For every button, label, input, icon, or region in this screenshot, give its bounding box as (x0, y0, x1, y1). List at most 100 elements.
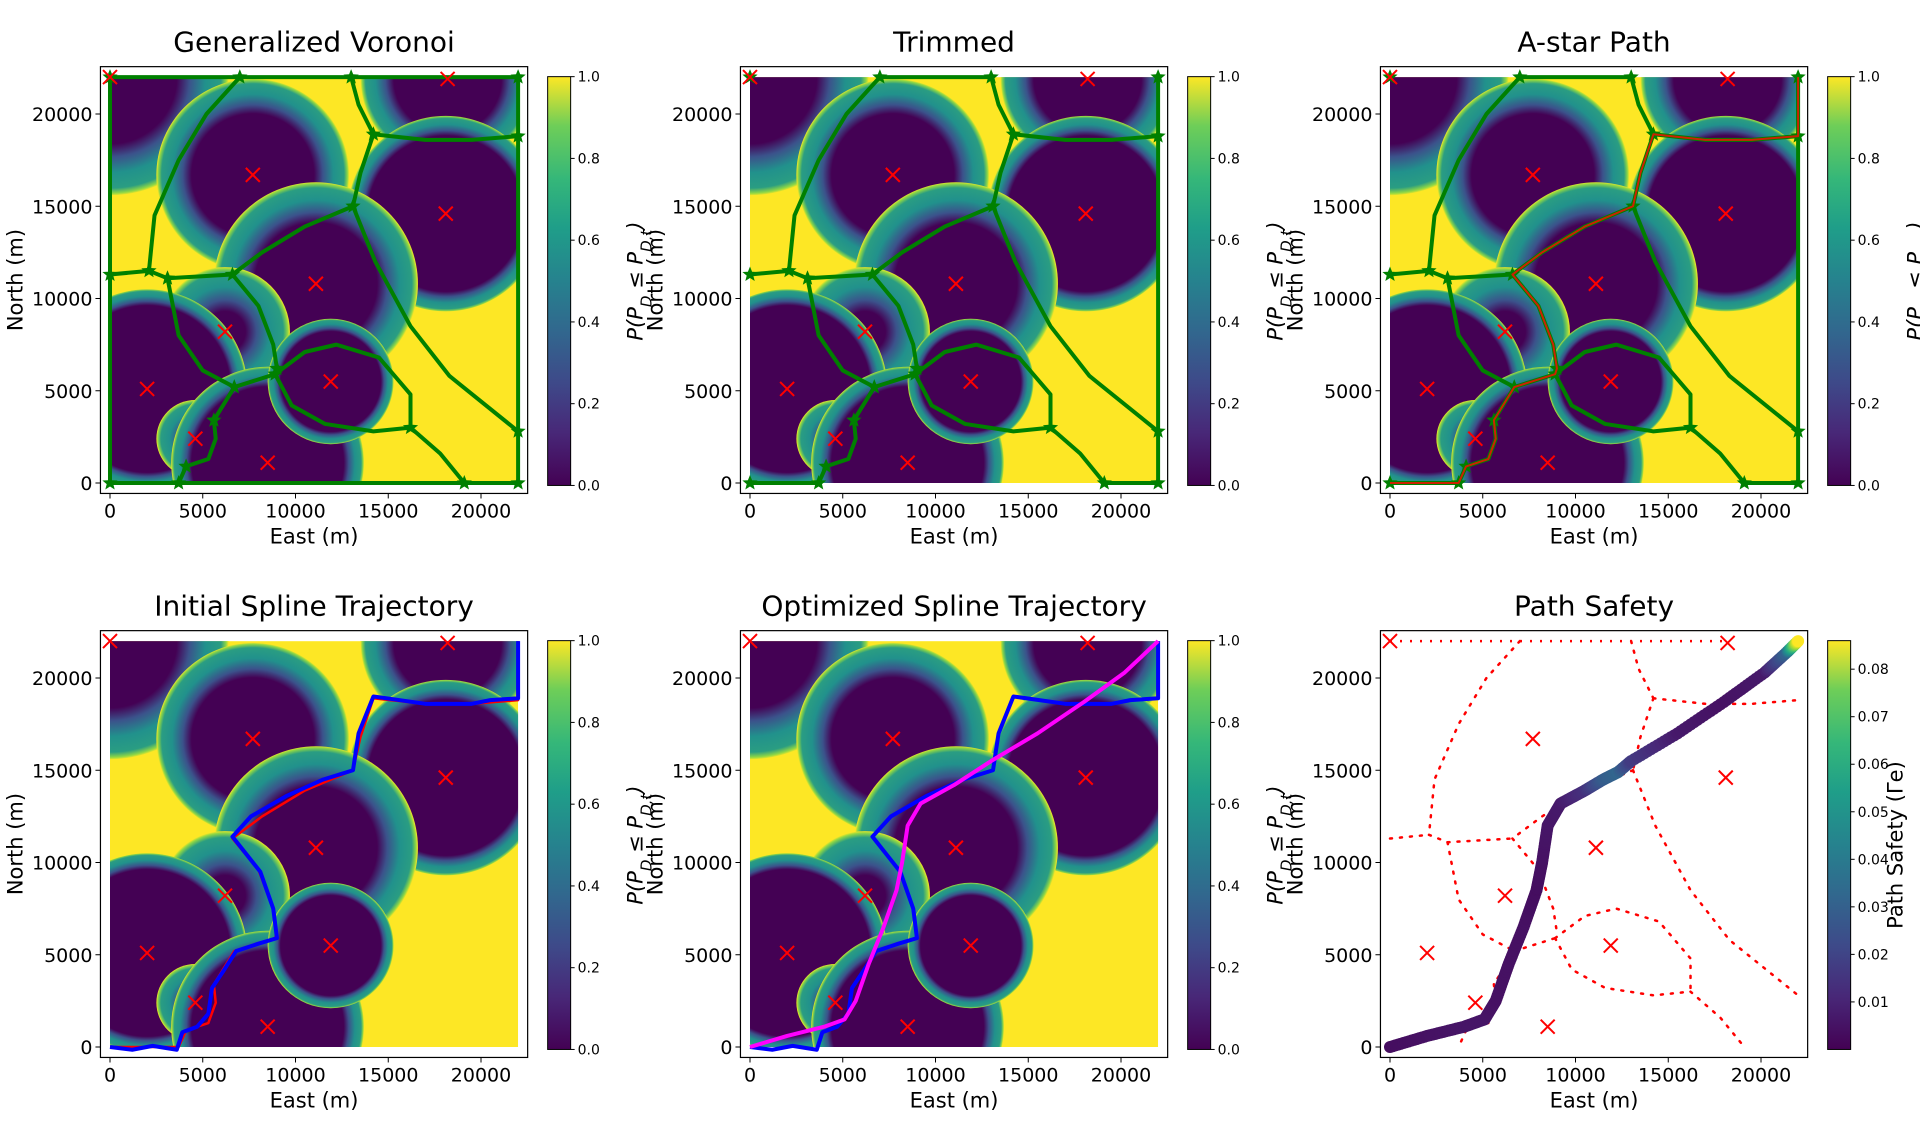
threat-marker (308, 840, 324, 856)
threat-marker (948, 840, 964, 856)
threat-marker (187, 995, 204, 1011)
colorbar-label: P(PD ≤ PD,t) (1904, 221, 1920, 340)
colorbar-tick-label: 0.6 (1858, 233, 1880, 249)
graph-edge-dotted (1553, 907, 1692, 993)
colorbar-tick-label: 0.8 (1858, 151, 1880, 167)
y-tick-label: 15000 (32, 760, 92, 782)
graph-node-star (159, 270, 176, 285)
graph-edge (1553, 342, 1693, 428)
y-tick-label: 5000 (684, 945, 732, 967)
threat-marker (1467, 995, 1484, 1011)
threat-marker (779, 381, 795, 397)
colorbar (547, 640, 572, 1050)
graph-edge (913, 342, 1053, 428)
panel-title: Path Safety (1514, 590, 1674, 623)
x-tick-label: 5000 (1459, 500, 1507, 522)
graph-edge (273, 342, 413, 428)
graph-edge (273, 373, 411, 434)
x-axis-label: East (m) (270, 524, 359, 548)
x-tick-label: 15000 (998, 1064, 1058, 1086)
graph-edge-dotted (1631, 697, 1655, 772)
x-axis-label: East (m) (270, 1088, 359, 1112)
graph-node-star (232, 69, 248, 84)
x-tick-label: 20000 (1731, 500, 1791, 522)
graph-node-star (983, 69, 999, 84)
graph-edge (870, 273, 919, 369)
threat-marker (323, 373, 339, 390)
x-tick-label: 5000 (819, 1064, 867, 1086)
colorbar-tick-label: 0.4 (578, 879, 600, 895)
threat-marker (899, 1019, 916, 1035)
graph-node-star (1150, 423, 1166, 438)
graph-edge-dotted (1553, 936, 1692, 997)
graph-node-star (102, 266, 118, 281)
graph-node-star (907, 366, 923, 381)
threat-marker (1382, 633, 1398, 649)
colorbar-tick-label: 1.0 (1218, 70, 1240, 86)
graph-edge-dotted (1629, 639, 1655, 700)
y-axis-label: North (m) (3, 229, 27, 331)
threat-marker (439, 635, 456, 651)
x-axis-label: East (m) (910, 524, 999, 548)
panel-optimized: Optimized Spline Trajectory 0 5000 10000 150… (643, 590, 1295, 1113)
graph-edge-dotted (1511, 769, 1635, 840)
colorbar-tick-label: 0.0 (1858, 478, 1880, 494)
colorbar-tick-label: 0.8 (1218, 715, 1240, 731)
y-tick-label: 10000 (672, 853, 732, 875)
safety-path (1384, 635, 1805, 1053)
threat-marker (1419, 381, 1435, 397)
threat-marker (1078, 769, 1094, 786)
y-tick-label: 15000 (1312, 196, 1372, 218)
y-tick-label: 0 (1360, 473, 1372, 495)
graph-edge (786, 75, 882, 272)
threat-marker (245, 731, 261, 747)
colorbar (1187, 640, 1212, 1050)
threat-marker (102, 633, 118, 649)
colorbar-tick-label: 0.4 (1858, 315, 1880, 331)
colorbar-tick-label: 1.0 (578, 70, 600, 86)
x-tick-label: 5000 (179, 1064, 227, 1086)
threat-marker (948, 276, 964, 292)
colorbar-tick-label: 0.6 (578, 233, 600, 249)
y-tick-label: 0 (720, 473, 732, 495)
graph-node-star (985, 198, 1001, 213)
colorbar-tick-label: 0.05 (1858, 805, 1889, 821)
graph-edge (109, 268, 150, 277)
colorbar-tick-label: 1.0 (578, 634, 600, 650)
colorbar-tick-label: 0.2 (1858, 397, 1880, 413)
heatmap (750, 77, 1159, 483)
x-tick-label: 20000 (1731, 1064, 1791, 1086)
graph-node-star (1790, 475, 1806, 490)
graph-edge-dotted (1511, 837, 1559, 934)
safety-point (1792, 635, 1805, 648)
threat-marker (438, 205, 454, 222)
graph-node-star (846, 412, 862, 427)
panel-voronoi: Generalized Voronoi 0 5000 10000 15000 20000 0… (3, 26, 655, 549)
threat-marker (259, 1019, 276, 1035)
panel-safety: Path Safety 0 5000 10000 15000 20000 0 5000 1000… (1283, 590, 1907, 1113)
graph-edge (1445, 277, 1516, 389)
graph-node-star (811, 475, 827, 490)
graph-node-star (1736, 475, 1752, 490)
graph-edge-dotted (1652, 697, 1800, 706)
graph-edge (807, 272, 873, 281)
x-tick-label: 5000 (819, 500, 867, 522)
threat-marker (1497, 888, 1513, 904)
heatmap (750, 641, 1159, 1047)
graph-edge-dotted (1513, 936, 1557, 953)
threat-marker (139, 381, 155, 397)
dotted-graph (1388, 639, 1800, 1049)
graph-edge (409, 426, 466, 485)
graph-edge (349, 76, 376, 136)
y-tick-label: 5000 (44, 945, 92, 967)
threat-marker (1078, 205, 1094, 222)
graph-node-star (781, 262, 797, 278)
x-tick-label: 10000 (265, 500, 325, 522)
colorbar-tick-label: 0.6 (1218, 233, 1240, 249)
threat-marker (857, 324, 873, 340)
y-axis-label: North (m) (643, 229, 667, 331)
panel-title: Optimized Spline Trajectory (761, 590, 1146, 623)
y-tick-label: 10000 (1312, 853, 1372, 875)
y-tick-label: 20000 (1312, 668, 1372, 690)
